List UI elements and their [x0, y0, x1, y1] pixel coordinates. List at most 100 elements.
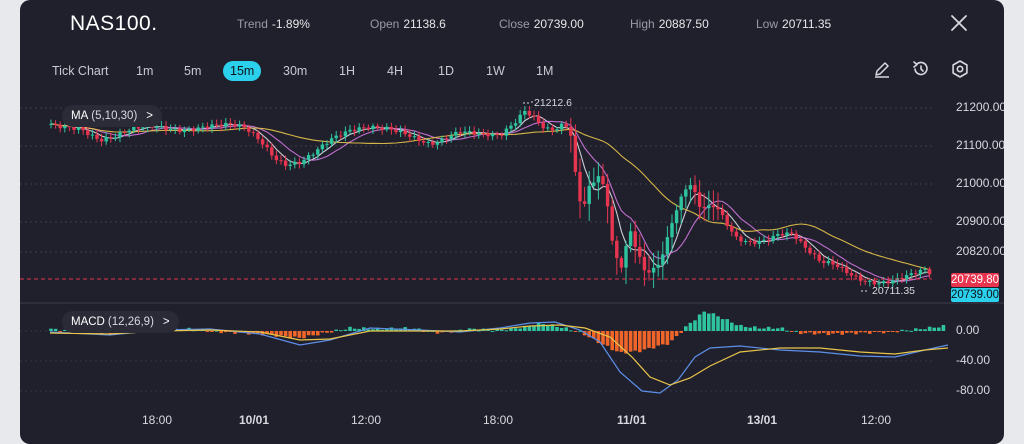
- macd-axis-label: -40.00: [956, 353, 991, 367]
- candle-body: [283, 160, 288, 166]
- candle-body: [274, 155, 279, 161]
- close-icon[interactable]: [948, 12, 970, 34]
- candle-body: [109, 137, 113, 139]
- candle-body: [155, 127, 159, 129]
- macd-bar: [757, 328, 762, 331]
- chevron-right-icon[interactable]: >: [162, 316, 170, 328]
- timeframe-15m[interactable]: 15m: [223, 61, 262, 81]
- candle-body: [688, 185, 693, 190]
- candle-body: [693, 185, 697, 193]
- chevron-right-icon[interactable]: >: [146, 110, 153, 122]
- candle-body: [674, 210, 679, 224]
- candle-body: [477, 132, 481, 135]
- candle-body: [173, 128, 177, 130]
- ma-label: MA: [71, 110, 89, 122]
- candle-body: [63, 126, 67, 129]
- candle-body: [486, 133, 490, 137]
- candle-body: [343, 131, 348, 137]
- timeframe-1w[interactable]: 1W: [486, 64, 505, 78]
- candle-body: [757, 240, 762, 244]
- current-price-badge: 20739.80: [951, 273, 999, 287]
- candle-body: [417, 136, 421, 141]
- candle-body: [927, 269, 932, 275]
- time-axis-label: 12:00: [861, 413, 892, 427]
- macd-bar: [858, 331, 863, 333]
- macd-bar: [260, 331, 265, 336]
- undo-history-icon[interactable]: [911, 59, 931, 79]
- candlestick-chart[interactable]: [20, 0, 1004, 444]
- candle-body: [582, 201, 587, 204]
- candle-body: [615, 240, 619, 259]
- candle-body: [187, 128, 191, 130]
- price-axis-label: 20900.00: [956, 214, 1004, 228]
- macd-bar: [808, 331, 812, 333]
- candle-body: [403, 130, 407, 135]
- candle-body: [762, 239, 766, 241]
- candle-body: [500, 134, 504, 136]
- candle-body: [684, 189, 688, 197]
- settings-icon[interactable]: [950, 59, 970, 79]
- candle-body: [265, 144, 269, 148]
- timeframe-5m[interactable]: 5m: [184, 64, 202, 78]
- ma-indicator-pill[interactable]: MA (5,10,30) >: [62, 105, 162, 127]
- macd-bar: [665, 331, 670, 345]
- macd-bar: [684, 326, 688, 331]
- timeframe-1mo[interactable]: 1M: [536, 64, 554, 78]
- candle-body: [785, 232, 789, 236]
- macd-bar: [794, 330, 798, 332]
- macd-bar: [904, 330, 909, 332]
- candle-body: [578, 171, 582, 202]
- macd-bar: [909, 330, 913, 332]
- candle-body: [780, 233, 785, 236]
- macd-bar: [923, 329, 927, 331]
- candle-body: [86, 130, 90, 136]
- timeframe-1d[interactable]: 1D: [438, 64, 454, 78]
- candle-body: [743, 240, 748, 242]
- candle-body: [168, 129, 173, 131]
- macd-bar: [380, 329, 384, 331]
- macd-bar: [762, 328, 766, 331]
- timeframe-tick-chart[interactable]: Tick Chart: [52, 64, 109, 78]
- candle-body: [863, 280, 867, 282]
- candle-body: [58, 124, 62, 129]
- candle-body: [564, 123, 568, 127]
- candle-body: [449, 135, 453, 140]
- macd-bar: [937, 327, 941, 331]
- candle-body: [320, 144, 325, 150]
- candle-body: [380, 127, 384, 130]
- macd-bar: [868, 331, 872, 334]
- macd-bar: [458, 329, 463, 331]
- candle-body: [753, 241, 757, 244]
- candle-body: [638, 246, 642, 257]
- time-axis-label: 13/01: [747, 413, 778, 427]
- timeframe-4h[interactable]: 4H: [387, 64, 403, 78]
- macd-bar: [394, 329, 398, 331]
- macd-bar: [500, 329, 504, 331]
- candle-body: [440, 138, 444, 143]
- candle-body: [136, 126, 141, 129]
- macd-bar: [214, 330, 219, 332]
- candle-body: [339, 135, 343, 137]
- candle-body: [90, 134, 95, 136]
- candle-body: [247, 127, 251, 132]
- signal-line: [49, 324, 949, 386]
- candle-body: [550, 127, 555, 131]
- candle-body: [730, 226, 734, 232]
- timeframe-1m[interactable]: 1m: [136, 64, 154, 78]
- macd-bar: [647, 331, 651, 348]
- draw-pen-icon[interactable]: [872, 59, 892, 79]
- candle-body: [201, 126, 205, 128]
- candle-body: [854, 275, 858, 277]
- macd-params: (12,26,9): [107, 316, 154, 328]
- macd-bar: [587, 331, 591, 338]
- macd-indicator-pill[interactable]: MACD (12,26,9) >: [62, 311, 179, 333]
- macd-bar: [283, 331, 288, 337]
- stat-high: High 20887.50: [630, 17, 709, 31]
- timeframe-30m[interactable]: 30m: [283, 64, 308, 78]
- candle-body: [628, 231, 633, 247]
- timeframe-1h[interactable]: 1H: [339, 64, 355, 78]
- candle-body: [279, 160, 283, 162]
- candle-body: [661, 254, 665, 265]
- macd-bar: [743, 327, 748, 331]
- macd-bar: [886, 331, 890, 332]
